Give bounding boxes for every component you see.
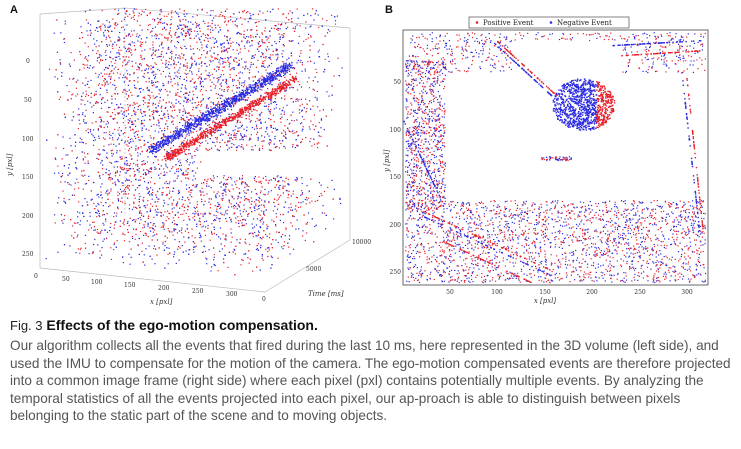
panel-a-y-tick: 150 — [22, 174, 34, 181]
panel-a-y-tick: 250 — [22, 251, 34, 258]
legend-positive-marker — [475, 21, 479, 24]
panel-a-y-tick: 50 — [24, 97, 32, 104]
panel-a-event-points — [45, 8, 343, 276]
panel-a-y-tick: 0 — [26, 58, 30, 65]
panel-b-letter: B — [385, 4, 393, 16]
figure: A B 0 50 100 150 200 250 0 50 100 150 — [6, 4, 709, 306]
panel-a-y-tick: 100 — [22, 136, 34, 143]
panel-a-x-tick: 50 — [62, 276, 70, 283]
legend: Positive Event Negative Event — [468, 16, 630, 29]
panel-b-y-axis-label: y [pxl] — [383, 149, 391, 173]
panel-a-x-tick: 150 — [124, 282, 136, 289]
panel-b-x-axis-label: x [pxl] — [534, 297, 557, 305]
panel-a-x-axis-label: x [pxl] — [150, 298, 173, 306]
panel-a-y-tick: 200 — [22, 213, 34, 220]
figure-label: Fig. 3 — [10, 318, 43, 333]
panel-a-z-tick: 10000 — [352, 239, 371, 246]
panel-b-x-tick: 250 — [634, 289, 646, 296]
panel-a-y-axis-label: y [pxl] — [6, 153, 14, 177]
panel-b-x-tick: 100 — [491, 289, 503, 296]
panel-a-z-tick: 0 — [262, 296, 266, 303]
panel-b-projected-frame: Positive Event Negative Event 50 100 150… — [383, 16, 709, 305]
figure-caption: Fig. 3 Effects of the ego-motion compens… — [10, 316, 732, 425]
figure-title: Effects of the ego-motion compensation. — [46, 317, 318, 333]
panel-a-3d-event-volume: 0 50 100 150 200 250 0 50 100 150 200 25… — [6, 7, 371, 306]
panel-a-letter: A — [10, 4, 18, 16]
panel-a-x-tick: 0 — [34, 273, 38, 280]
panel-b-x-tick: 150 — [539, 289, 551, 296]
panel-b-y-tick: 200 — [390, 222, 402, 229]
panel-b-y-tick: 150 — [390, 174, 402, 181]
panel-b-x-tick: 300 — [681, 289, 693, 296]
legend-positive-label: Positive Event — [483, 19, 534, 27]
panel-a-x-tick: 250 — [192, 288, 204, 295]
panel-b-x-tick: 50 — [446, 289, 454, 296]
panel-b-y-tick: 250 — [390, 269, 402, 276]
panel-a-x-tick: 300 — [226, 291, 238, 298]
legend-negative-marker — [549, 21, 553, 24]
caption-body: Our algorithm collects all the events th… — [10, 338, 731, 423]
legend-negative-label: Negative Event — [557, 19, 612, 27]
panel-b-y-tick: 50 — [393, 79, 401, 86]
caption-title-line: Fig. 3 Effects of the ego-motion compens… — [10, 316, 732, 335]
panel-a-x-tick: 100 — [91, 279, 103, 286]
panel-b-x-tick: 200 — [586, 289, 598, 296]
panel-a-z-tick: 5000 — [306, 266, 321, 273]
panel-b-y-tick: 100 — [390, 127, 402, 134]
panel-a-x-tick: 200 — [158, 285, 170, 292]
panel-b-event-points — [403, 32, 707, 284]
panel-a-z-axis-label: Time [ms] — [308, 290, 344, 298]
